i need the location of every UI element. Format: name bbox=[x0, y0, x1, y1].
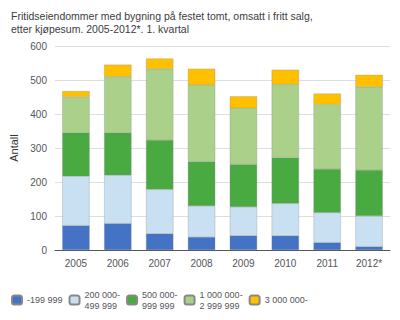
svg-text:2012*: 2012* bbox=[356, 258, 382, 269]
svg-text:200 000-: 200 000- bbox=[85, 290, 121, 300]
svg-text:600: 600 bbox=[30, 41, 47, 52]
svg-text:2005: 2005 bbox=[65, 258, 88, 269]
svg-text:2 999 999: 2 999 999 bbox=[200, 301, 240, 311]
svg-text:2007: 2007 bbox=[149, 258, 172, 269]
svg-text:400: 400 bbox=[30, 109, 47, 120]
svg-text:etter kjøpesum. 2005-2012*. 1.: etter kjøpesum. 2005-2012*. 1. kvartal bbox=[11, 23, 189, 35]
svg-text:999 999: 999 999 bbox=[142, 301, 175, 311]
svg-text:500: 500 bbox=[30, 75, 47, 86]
svg-text:Antall: Antall bbox=[8, 134, 20, 162]
svg-text:2011: 2011 bbox=[316, 258, 338, 269]
svg-text:0: 0 bbox=[41, 245, 47, 256]
svg-text:2010: 2010 bbox=[274, 258, 297, 269]
svg-text:300: 300 bbox=[30, 143, 47, 154]
svg-text:100: 100 bbox=[30, 211, 47, 222]
svg-text:-199 999: -199 999 bbox=[27, 295, 63, 305]
svg-text:2009: 2009 bbox=[232, 258, 255, 269]
svg-text:2008: 2008 bbox=[190, 258, 213, 269]
svg-text:2006: 2006 bbox=[107, 258, 130, 269]
svg-text:3 000 000-: 3 000 000- bbox=[265, 295, 308, 305]
svg-text:499 999: 499 999 bbox=[85, 301, 118, 311]
svg-text:Fritidseiendommer med bygning: Fritidseiendommer med bygning på festet … bbox=[11, 10, 313, 22]
svg-text:1 000 000-: 1 000 000- bbox=[200, 290, 243, 300]
svg-text:500 000-: 500 000- bbox=[142, 290, 178, 300]
svg-text:200: 200 bbox=[30, 177, 47, 188]
